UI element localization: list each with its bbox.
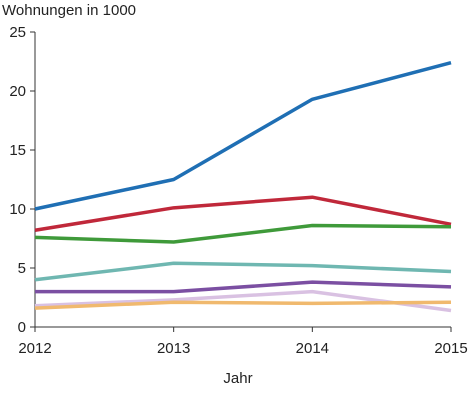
series-lines	[34, 60, 452, 313]
y-tick-label: 0	[18, 319, 26, 336]
series-line-7	[34, 300, 452, 310]
y-tick-label: 25	[9, 24, 26, 41]
x-tick-label: 2012	[18, 340, 51, 357]
series-line-5	[35, 280, 452, 294]
y-tick-label: 15	[9, 142, 26, 159]
y-tick-label: 10	[9, 201, 26, 218]
x-tick-label: 2014	[296, 340, 329, 357]
series-line-3	[34, 223, 452, 244]
y-tick-label: 5	[18, 260, 26, 277]
series-line-2	[34, 195, 452, 232]
x-ticks: 2012 2013 2014 2015	[18, 327, 468, 357]
x-tick-label: 2013	[157, 340, 190, 357]
x-tick-label: 2015	[434, 340, 467, 357]
y-axis-title: Wohnungen in 1000	[2, 2, 136, 19]
y-ticks: 0 5 10 15 20 25	[9, 24, 35, 336]
series-line-4	[34, 261, 452, 282]
series-line-6	[34, 289, 452, 313]
y-tick-label: 20	[9, 83, 26, 100]
x-axis-title: Jahr	[223, 370, 252, 387]
series-line-1	[34, 60, 452, 211]
